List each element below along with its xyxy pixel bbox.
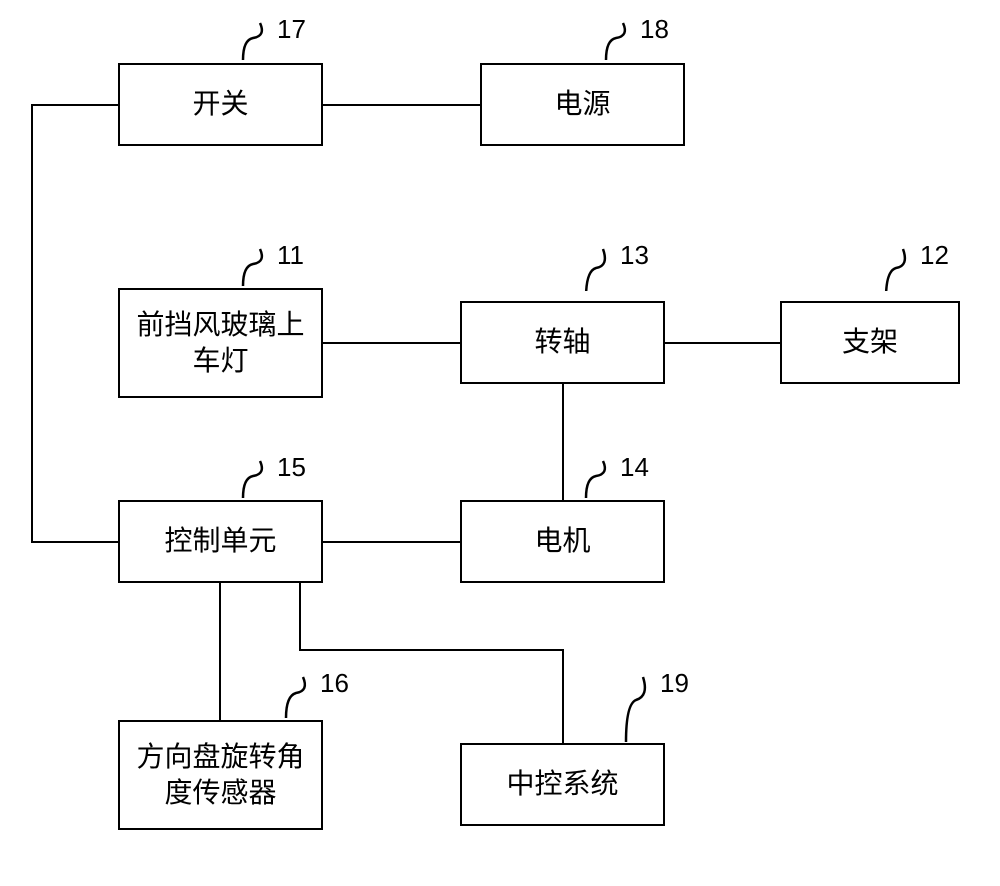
squiggle-switch (238, 20, 278, 65)
squiggle-bracket (881, 246, 921, 291)
ref-control-unit: 15 (277, 452, 306, 483)
node-central-control-label: 中控系统 (506, 766, 618, 802)
node-control-unit-label: 控制单元 (164, 523, 276, 559)
squiggle-motor (581, 458, 621, 503)
ref-central-control: 19 (660, 668, 689, 699)
node-shaft-label: 转轴 (534, 324, 590, 360)
node-bracket: 支架 (780, 301, 960, 384)
ref-windshield-light: 11 (277, 240, 304, 271)
ref-switch: 17 (277, 14, 306, 45)
edge-switch-control (32, 105, 118, 542)
node-power-label: 电源 (554, 86, 610, 122)
edge-control-central (300, 583, 563, 743)
node-power: 电源 (480, 63, 685, 146)
block-diagram: 开关 17 电源 18 前挡风玻璃上 车灯 11 转轴 13 支架 12 控制单… (0, 0, 1000, 886)
node-control-unit: 控制单元 (118, 500, 323, 583)
node-motor-label: 电机 (534, 523, 590, 559)
node-bracket-label: 支架 (842, 324, 898, 360)
node-windshield-light: 前挡风玻璃上 车灯 (118, 288, 323, 398)
squiggle-power (601, 20, 641, 65)
ref-shaft: 13 (620, 240, 649, 271)
ref-bracket: 12 (920, 240, 949, 271)
node-steering-sensor-label: 方向盘旋转角 度传感器 (136, 739, 304, 812)
squiggle-control-unit (238, 458, 278, 503)
node-steering-sensor: 方向盘旋转角 度传感器 (118, 720, 323, 830)
node-switch: 开关 (118, 63, 323, 146)
squiggle-steering-sensor (281, 674, 321, 719)
node-windshield-light-label: 前挡风玻璃上 车灯 (136, 307, 304, 380)
ref-power: 18 (640, 14, 669, 45)
squiggle-shaft (581, 246, 621, 291)
ref-steering-sensor: 16 (320, 668, 349, 699)
node-switch-label: 开关 (192, 86, 248, 122)
squiggle-central-control (621, 674, 661, 746)
ref-motor: 14 (620, 452, 649, 483)
node-central-control: 中控系统 (460, 743, 665, 826)
node-shaft: 转轴 (460, 301, 665, 384)
node-motor: 电机 (460, 500, 665, 583)
squiggle-windshield-light (238, 246, 278, 291)
